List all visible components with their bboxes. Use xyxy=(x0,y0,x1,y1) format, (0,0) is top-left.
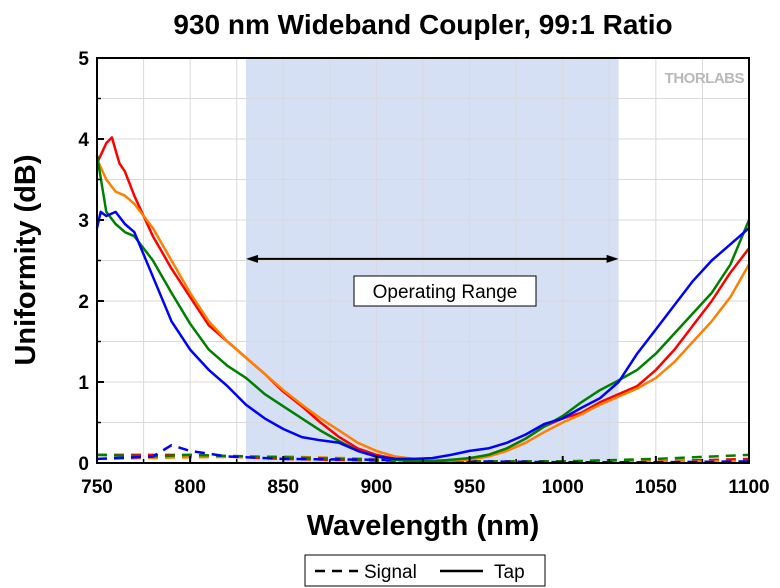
y-tick-label: 3 xyxy=(78,211,89,232)
grid xyxy=(97,58,749,463)
y-axis-label: Uniformity (dB) xyxy=(10,154,42,365)
legend-label-signal: Signal xyxy=(364,562,417,583)
y-tick-label: 0 xyxy=(78,454,89,475)
tap-series-2 xyxy=(95,154,751,463)
x-tick-label: 1050 xyxy=(635,477,677,498)
thorlabs-logo: THORLABS xyxy=(665,70,745,87)
x-tick-label: 750 xyxy=(81,477,113,498)
y-tick-label: 4 xyxy=(78,130,89,151)
tap-series-3 xyxy=(95,210,750,461)
x-tick-label: 950 xyxy=(454,477,486,498)
y-tick-label: 2 xyxy=(78,292,89,313)
x-tick-label: 850 xyxy=(267,477,299,498)
x-tick-label: 800 xyxy=(174,477,206,498)
operating-range-annotation: Operating Range xyxy=(246,254,619,307)
legend: Signal Tap xyxy=(304,554,546,587)
x-tick-label: 1000 xyxy=(542,477,584,498)
y-tick-label: 5 xyxy=(78,49,89,70)
arrow-head-right xyxy=(606,254,619,263)
y-tick-label: 1 xyxy=(78,373,89,394)
legend-box xyxy=(304,554,546,587)
x-axis-label: Wavelength (nm) xyxy=(307,510,540,542)
annotation-text: Operating Range xyxy=(373,282,518,303)
x-tick-label: 1100 xyxy=(728,477,769,498)
chart-title: 930 nm Wideband Coupler, 99:1 Ratio xyxy=(173,9,672,40)
axis-ticks: 750 800 850 900 950 1000 1050 1100 0 1 2 3 4 5 xyxy=(78,49,769,498)
annotation-box xyxy=(353,275,537,307)
x-tick-label: 900 xyxy=(361,477,393,498)
arrow-head-left xyxy=(246,254,259,263)
plot-area: THORLABS Operating Range 750 800 850 900 950… xyxy=(78,49,769,498)
legend-label-tap: Tap xyxy=(494,562,525,583)
